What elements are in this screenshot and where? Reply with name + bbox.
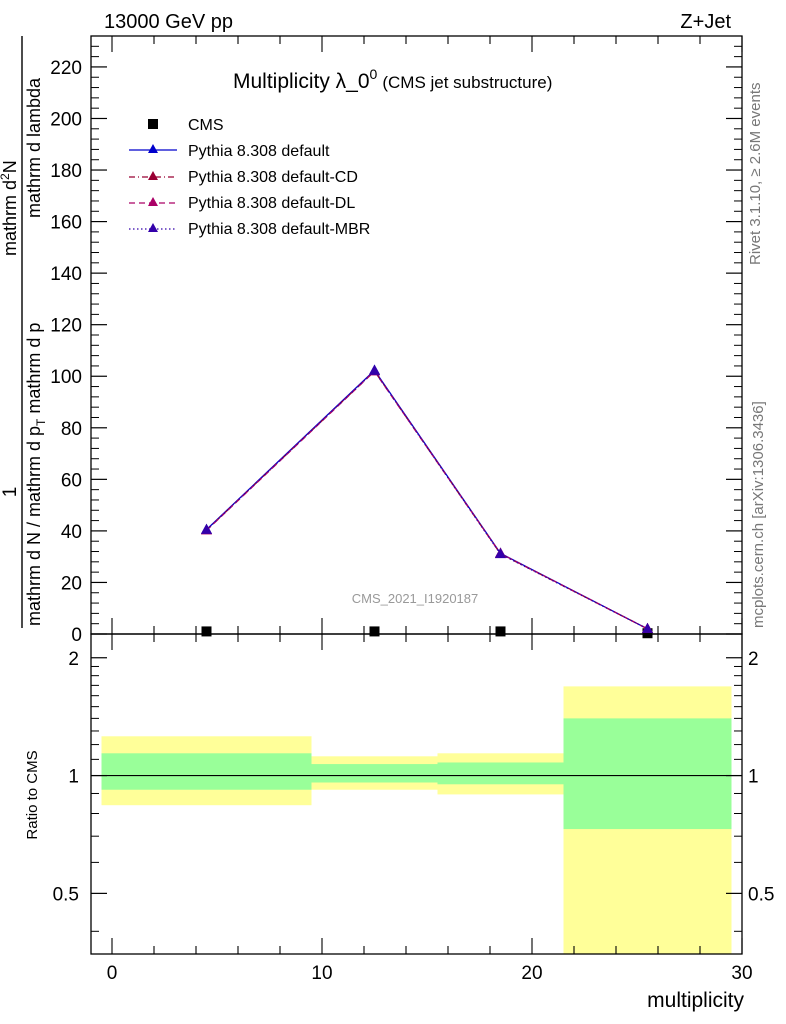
rivet-version-label: Rivet 3.1.10, ≥ 2.6M events <box>747 83 764 266</box>
ratio-ytick-label: 1 <box>68 767 79 788</box>
main-ytick-label: 80 <box>61 419 82 440</box>
pythia-point-4 <box>369 364 380 375</box>
series-line-4 <box>206 369 648 630</box>
ratio-xtick-label: 30 <box>731 963 752 984</box>
main-ytick-label: 60 <box>61 470 82 491</box>
ratio-ytick-label-right: 0.5 <box>748 884 774 905</box>
ratio-band-green <box>101 753 312 790</box>
ratio-xtick-label: 10 <box>311 963 332 984</box>
legend-marker-default-mbr <box>148 223 158 232</box>
main-title: Multiplicity λ_00 (CMS jet substructure) <box>233 66 552 93</box>
legend: CMS Pythia 8.308 default Pythia 8.308 de… <box>129 117 370 238</box>
main-ylabel-denominator-tail2: mathrm d lambda <box>24 77 44 218</box>
main-ytick-label: 220 <box>50 58 82 79</box>
header-right-label: Z+Jet <box>680 11 731 33</box>
mcplots-label: mcplots.cern.ch [arXiv:1306.3436] <box>750 401 767 628</box>
ratio-band-green <box>311 764 438 783</box>
main-ylabel-right-numerator-tail: N <box>0 160 20 173</box>
ratio-band-green <box>437 762 564 785</box>
ratio-ylabel: Ratio to CMS <box>24 750 41 839</box>
legend-marker-default <box>148 144 158 153</box>
main-ytick-label: 120 <box>50 316 82 337</box>
main-ytick-label: 180 <box>50 161 82 182</box>
main-ytick-label: 0 <box>71 625 82 646</box>
main-title-subtitle: (CMS jet substructure) <box>382 73 552 92</box>
legend-label-default-cd: Pythia 8.308 default-CD <box>188 169 358 186</box>
ratio-band-green <box>563 718 732 830</box>
ratio-panel: 0.5 0.5 1 1 2 2 0 10 20 30 <box>53 633 774 984</box>
legend-label-default-dl: Pythia 8.308 default-DL <box>188 195 355 212</box>
pythia-point-4 <box>201 523 212 534</box>
analysis-watermark: CMS_2021_I1920187 <box>352 591 479 606</box>
legend-label-cms: CMS <box>188 117 224 134</box>
cms-data-point <box>495 626 506 637</box>
cms-data-point <box>369 626 380 637</box>
pythia-point-4 <box>642 622 653 633</box>
main-title-text: Multiplicity λ_0 <box>233 70 370 93</box>
ratio-xlabel: multiplicity <box>647 989 744 1012</box>
ratio-ytick-label-right: 1 <box>748 767 759 788</box>
ratio-xtick-label: 20 <box>521 963 542 984</box>
main-ytick-label: 160 <box>50 213 82 234</box>
main-ylabel-numerator: 1 <box>0 487 21 498</box>
legend-marker-cms <box>148 119 158 129</box>
legend-marker-default-cd <box>148 171 158 180</box>
legend-marker-default-dl <box>148 197 158 206</box>
main-ytick-label: 40 <box>61 522 82 543</box>
cms-data-point <box>201 626 212 637</box>
ratio-ytick-label-right: 2 <box>748 649 759 670</box>
ratio-ytick-label: 2 <box>68 649 79 670</box>
main-panel: 0 20 40 60 80 100 120 140 160 180 200 220 Multiplic… <box>50 35 743 646</box>
pythia-point-4 <box>495 548 506 559</box>
ratio-bands-layer <box>101 686 732 954</box>
main-ylabel-denominator-sub: T <box>34 418 48 426</box>
main-y-ticks: 0 20 40 60 80 100 120 140 160 180 200 220 <box>50 35 742 646</box>
main-ylabel: 1 mathrm d N / mathrm d pT mathrm d p ma… <box>0 36 48 628</box>
main-series-layer <box>201 364 653 639</box>
main-ylabel-denominator: mathrm d N / mathrm d pT mathrm d p <box>24 323 48 626</box>
main-ylabel-denominator-tail: mathrm d p <box>24 323 44 419</box>
cms-data-point <box>642 628 653 639</box>
main-ytick-label: 20 <box>61 573 82 594</box>
ratio-panel-frame <box>90 633 743 955</box>
ratio-ytick-label: 0.5 <box>53 884 79 905</box>
main-x-ticks <box>111 36 743 634</box>
main-ylabel-right-numerator-sup: 2 <box>0 173 12 180</box>
main-ylabel-denominator-text: mathrm d N / mathrm d p <box>24 426 44 626</box>
main-ytick-label: 100 <box>50 367 82 388</box>
main-ylabel-right-numerator: mathrm d2N <box>0 160 20 256</box>
main-title-superscript: 0 <box>370 66 378 82</box>
ratio-xtick-label: 0 <box>107 963 118 984</box>
main-ytick-label: 200 <box>50 109 82 130</box>
legend-label-default: Pythia 8.308 default <box>188 143 330 160</box>
main-ytick-label: 140 <box>50 264 82 285</box>
header-left-label: 13000 GeV pp <box>104 11 233 33</box>
ratio-y-ticks: 0.5 0.5 1 1 2 2 <box>53 649 774 932</box>
main-ylabel-right-numerator-text: mathrm d <box>0 180 20 256</box>
legend-label-default-mbr: Pythia 8.308 default-MBR <box>188 221 370 238</box>
ratio-x-ticks: 0 10 20 30 <box>107 634 753 984</box>
